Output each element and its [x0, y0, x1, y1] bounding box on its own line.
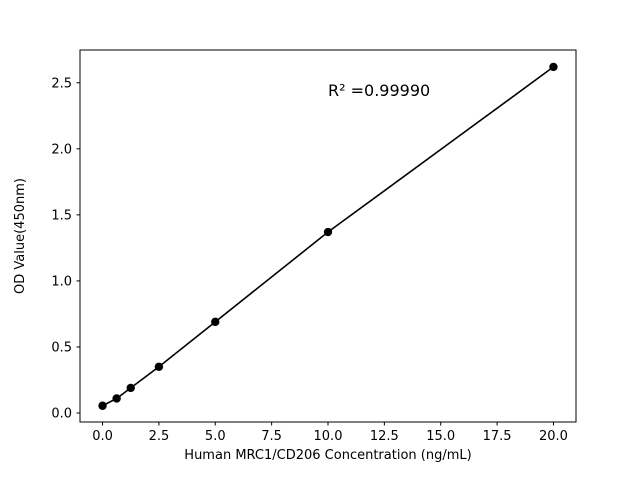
y-tick-label: 0.0 [51, 407, 72, 422]
y-tick-label: 1.0 [51, 274, 72, 289]
x-tick-label: 0.0 [92, 429, 113, 444]
data-point-marker [154, 362, 164, 371]
x-tick-label: 5.0 [205, 429, 226, 444]
data-point-marker [112, 394, 121, 403]
data-point-marker [549, 62, 558, 72]
plot-area: 0.0 2.5 5.0 7.5 10.0 12.5 15.0 17.5 20.0 0.0 0.5 1.… [51, 49, 577, 444]
data-point-marker [323, 227, 333, 237]
y-tick-label: 1.5 [51, 208, 72, 223]
x-tick-label: 12.5 [370, 429, 399, 444]
x-tick-label: 15.0 [426, 429, 455, 444]
x-tick-label: 2.5 [149, 429, 170, 444]
fit-line [102, 66, 554, 407]
x-tick-label: 10.0 [314, 429, 343, 444]
y-axis-label: OD Value(450nm) [13, 178, 28, 294]
y-tick-label: 2.0 [51, 142, 72, 157]
x-tick-label: 17.5 [483, 429, 512, 444]
data-point-marker [98, 401, 107, 410]
data-point-marker [211, 317, 220, 327]
x-tick-label: 7.5 [261, 429, 282, 444]
r-squared-annotation: R² =0.99990 [328, 81, 430, 100]
data-point-marker [126, 383, 135, 393]
y-tick-label: 0.5 [51, 340, 72, 355]
x-axis-label: Human MRC1/CD206 Concentration (ng/mL) [184, 448, 471, 463]
y-tick-label: 2.5 [51, 76, 72, 91]
x-tick-label: 20.0 [539, 429, 568, 444]
